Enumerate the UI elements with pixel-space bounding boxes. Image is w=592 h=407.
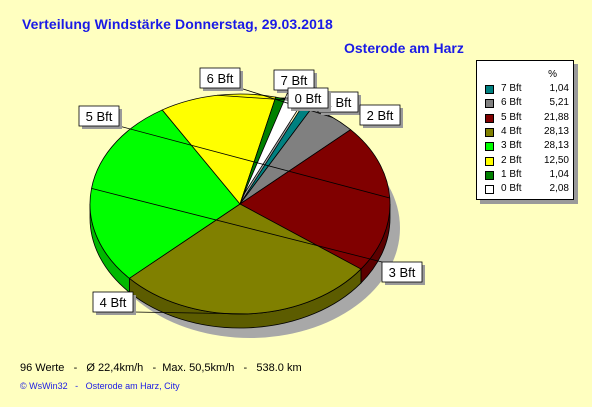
legend-row-1-bft: 1 Bft 1,04	[485, 169, 569, 181]
legend-swatch	[485, 185, 494, 195]
callout-3-bft: 3 Bft	[381, 261, 425, 285]
legend-value: 1,04	[549, 168, 569, 180]
legend-swatch	[485, 170, 494, 180]
legend-value: 2,08	[549, 183, 569, 195]
legend-swatch	[485, 85, 494, 94]
legend-value: 1,04	[549, 83, 569, 94]
callout-5-bft: 5 Bft	[78, 105, 122, 129]
pie-slice-4-bft	[128, 203, 362, 315]
legend-label: 5 Bft	[501, 111, 522, 123]
legend-swatch	[485, 156, 494, 166]
callout-text: 7 Bft	[281, 73, 308, 88]
callout-7-bft: 7 Bft	[273, 69, 317, 93]
legend-label: 6 Bft	[501, 97, 522, 109]
callout-text: 2 Bft	[367, 108, 394, 123]
legend-swatch	[485, 99, 494, 109]
callout-6-bft: 6 Bft	[199, 67, 243, 91]
legend-swatch	[485, 127, 494, 137]
legend-value: 5,21	[549, 97, 569, 109]
chart-legend: % 7 Bft 1,04 6 Bft 5,21 5 Bft 21,88 4 Bft 28,13…	[476, 60, 574, 200]
legend-value: 28,13	[543, 140, 569, 152]
legend-percent-header: %	[548, 69, 557, 80]
legend-row-7-bft: 7 Bft 1,04	[485, 83, 569, 95]
summary-stats: 96 Werte - Ø 22,4km/h - Max. 50,5km/h - …	[20, 362, 302, 374]
callout-leader-4-bft	[132, 311, 249, 315]
legend-label: 7 Bft	[501, 83, 522, 94]
callout-leader-5-bft	[118, 125, 390, 199]
legend-row-4-bft: 4 Bft 28,13	[485, 126, 569, 138]
legend-label: 4 Bft	[501, 125, 522, 137]
legend-row-3-bft: 3 Bft 28,13	[485, 140, 569, 152]
legend-label: 3 Bft	[501, 140, 522, 152]
callout-0-bft: 0 Bft	[287, 87, 331, 111]
legend-label: 0 Bft	[501, 183, 522, 195]
legend-swatch	[485, 142, 494, 152]
callout-text: 3 Bft	[389, 265, 416, 280]
footer-credit: © WsWin32 - Osterode am Harz, City	[20, 381, 180, 391]
callout-text: 5 Bft	[86, 109, 113, 124]
legend-label: 2 Bft	[501, 154, 522, 166]
legend-row-0-bft: 0 Bft 2,08	[485, 183, 569, 195]
callout-text: 1 Bft	[325, 95, 352, 110]
legend-value: 21,88	[543, 111, 569, 123]
legend-row-2-bft: 2 Bft 12,50	[485, 155, 569, 167]
callout-4-bft: 4 Bft	[92, 291, 136, 315]
legend-swatch	[485, 113, 494, 123]
location-label: Osterode am Harz	[344, 40, 464, 56]
legend-value: 28,13	[543, 125, 569, 137]
legend-row-6-bft: 6 Bft 5,21	[485, 97, 569, 109]
callout-leader-3-bft	[91, 188, 383, 263]
callout-text: 4 Bft	[100, 295, 127, 310]
callout-leader-6-bft	[239, 87, 333, 118]
callout-text: 0 Bft	[295, 91, 322, 106]
callout-text: 6 Bft	[207, 71, 234, 86]
legend-label: 1 Bft	[501, 168, 522, 180]
legend-row-5-bft: 5 Bft 21,88	[485, 112, 569, 124]
pie-slice-3-bft	[89, 109, 241, 279]
legend-value: 12,50	[543, 154, 569, 166]
callout-2-bft: 2 Bft	[359, 104, 403, 128]
chart-title: Verteilung Windstärke Donnerstag, 29.03.…	[22, 16, 333, 32]
